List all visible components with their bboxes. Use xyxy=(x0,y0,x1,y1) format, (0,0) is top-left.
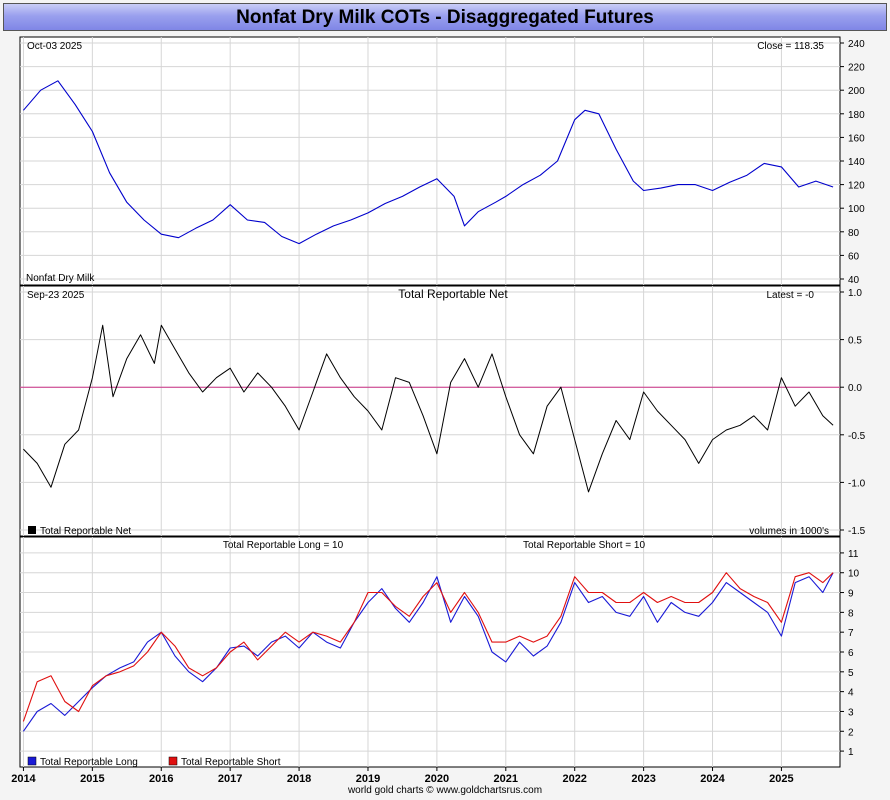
long-short-series xyxy=(22,572,834,732)
x-tick-label: 2022 xyxy=(562,773,586,785)
short-legend-label: Total Reportable Short xyxy=(181,757,281,768)
price-y-tick-label: 180 xyxy=(848,110,865,121)
x-tick-label: 2023 xyxy=(631,773,655,785)
net-y-tick-label: -0.5 xyxy=(848,431,866,442)
price-y-tick-label: 120 xyxy=(848,181,865,192)
ls-y-tick-label: 5 xyxy=(848,668,854,679)
price-close-label: Close = 118.35 xyxy=(757,41,824,52)
net-y-tick-label: -1.0 xyxy=(848,478,866,489)
price-y-tick-label: 220 xyxy=(848,63,865,74)
price-date-label: Oct-03 2025 xyxy=(27,41,82,52)
long-legend-label: Total Reportable Long xyxy=(40,757,138,768)
ls-y-tick-label: 7 xyxy=(848,628,854,639)
short-title-label: Total Reportable Short = 10 xyxy=(523,540,645,551)
long-title-label: Total Reportable Long = 10 xyxy=(223,540,344,551)
ls-y-tick-label: 3 xyxy=(848,707,854,718)
price-y-axis: 40 60 80 100 120 140 160 180 200 220 240 xyxy=(840,39,865,286)
x-axis: 2014 2015 2016 2017 2018 2019 2020 2021 2022 2023… xyxy=(11,767,794,785)
ls-y-tick-label: 1 xyxy=(848,747,854,758)
net-legend-swatch xyxy=(28,526,36,534)
net-panel xyxy=(19,285,841,537)
x-tick-label: 2024 xyxy=(700,773,725,785)
net-y-tick-label: -1.5 xyxy=(848,526,866,537)
price-y-tick-label: 140 xyxy=(848,157,865,168)
x-tick-label: 2016 xyxy=(149,773,173,785)
price-y-tick-label: 200 xyxy=(848,86,865,97)
x-tick-label: 2020 xyxy=(425,773,449,785)
price-y-tick-label: 100 xyxy=(848,204,865,215)
ls-series-line-2 xyxy=(22,572,834,722)
price-y-tick-label: 60 xyxy=(848,251,860,262)
price-grid xyxy=(20,37,840,285)
net-series xyxy=(23,324,834,493)
long-short-y-axis: 1 2 3 4 5 6 7 8 9 10 11 xyxy=(840,549,860,758)
net-units-note: volumes in 1000's xyxy=(749,526,829,537)
long-legend-swatch xyxy=(27,756,37,766)
net-panel-title: Total Reportable Net xyxy=(398,287,508,301)
price-y-tick-label: 240 xyxy=(848,39,865,50)
price-y-tick-label: 160 xyxy=(848,133,865,144)
price-series-label: Nonfat Dry Milk xyxy=(26,273,95,284)
x-tick-label: 2025 xyxy=(769,773,793,785)
ls-y-tick-label: 10 xyxy=(848,569,860,580)
net-date-label: Sep-23 2025 xyxy=(27,290,85,301)
net-latest-label: Latest = -0 xyxy=(766,290,814,301)
footer-credit: world gold charts © www.goldchartsrus.co… xyxy=(347,785,543,796)
ls-y-tick-label: 6 xyxy=(848,648,854,659)
ls-y-tick-label: 2 xyxy=(848,727,854,738)
price-y-tick-label: 40 xyxy=(848,275,860,286)
x-tick-label: 2019 xyxy=(356,773,380,785)
title-bar: Nonfat Dry Milk COTs - Disaggregated Fut… xyxy=(3,3,887,31)
net-y-tick-label: 0.0 xyxy=(848,383,862,394)
x-tick-label: 2017 xyxy=(218,773,242,785)
net-y-tick-label: 0.5 xyxy=(848,336,862,347)
ls-y-tick-label: 4 xyxy=(848,688,854,699)
ls-y-tick-label: 11 xyxy=(848,549,859,560)
ls-y-tick-label: 8 xyxy=(848,608,854,619)
x-tick-label: 2015 xyxy=(80,773,104,785)
net-legend-label: Total Reportable Net xyxy=(40,526,131,537)
price-series xyxy=(22,80,834,245)
x-tick-label: 2014 xyxy=(11,773,36,785)
price-series-line-1 xyxy=(22,80,834,245)
net-y-axis: 1.0 0.5 0.0 -0.5 -1.0 -1.5 xyxy=(840,288,866,537)
price-y-tick-label: 80 xyxy=(848,228,860,239)
net-y-tick-label: 1.0 xyxy=(848,288,862,299)
x-tick-label: 2021 xyxy=(494,773,518,785)
x-tick-label: 2018 xyxy=(287,773,311,785)
ls-y-tick-label: 9 xyxy=(848,589,854,600)
net-series-line-1 xyxy=(23,324,834,493)
chart-title: Nonfat Dry Milk COTs - Disaggregated Fut… xyxy=(236,7,654,28)
short-legend-swatch xyxy=(168,756,178,766)
